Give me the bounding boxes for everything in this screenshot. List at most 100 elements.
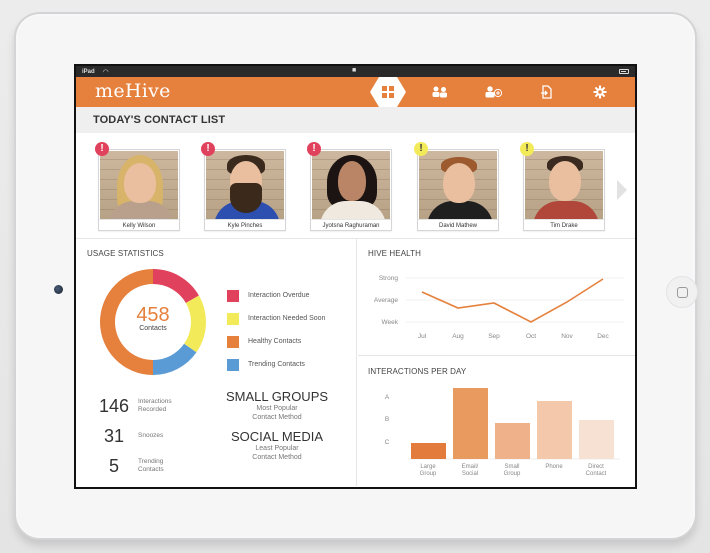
legend-label: Trending Contacts <box>248 361 305 368</box>
hive-health-panel: HIVE HEALTH Strong Average Week Jul Aug … <box>358 239 635 356</box>
contact-name: Kyle Pinches <box>205 219 285 231</box>
stat-label: Snoozes <box>138 432 164 439</box>
svg-text:B: B <box>385 416 389 423</box>
legend-label: Interaction Needed Soon <box>248 315 326 322</box>
svg-text:Group: Group <box>504 471 521 477</box>
svg-text:Aug: Aug <box>452 333 464 340</box>
svg-text:Phone: Phone <box>545 464 563 470</box>
svg-text:Week: Week <box>382 319 399 326</box>
stat-label: Trending Contacts <box>138 458 164 473</box>
legend-label: Healthy Contacts <box>248 338 302 345</box>
svg-text:Average: Average <box>374 297 398 304</box>
contact-name: David Mathew <box>418 219 498 231</box>
nav-contacts[interactable] <box>431 84 449 100</box>
grid-icon <box>382 86 394 98</box>
wifi-icon: ◠ <box>102 68 109 76</box>
contact-card[interactable]: Kyle Pinches <box>204 149 286 231</box>
chevron-right-icon[interactable] <box>617 180 627 200</box>
contact-photo <box>525 151 603 219</box>
stat-trending: 5 Trending Contacts <box>96 451 182 481</box>
method-caption: Least Popular <box>255 445 299 452</box>
contact-photo <box>312 151 390 219</box>
legend-swatch <box>227 312 239 325</box>
total-contacts-label: Contacts <box>139 325 167 332</box>
contact-card[interactable]: Tim Drake <box>523 149 605 231</box>
nav-add-contact[interactable] <box>485 84 503 100</box>
lock-icon: ■ <box>352 67 357 74</box>
contact-card[interactable]: David Mathew <box>417 149 499 231</box>
dashboard-panels: USAGE STATISTICS 458 Contacts Interactio… <box>76 239 635 486</box>
nav-import[interactable] <box>538 84 556 100</box>
usage-statistics-panel: USAGE STATISTICS 458 Contacts Interactio… <box>76 239 357 486</box>
legend-label: Interaction Overdue <box>248 292 310 299</box>
nav-dashboard[interactable] <box>370 77 406 107</box>
contact-list-title: TODAY'S CONTACT LIST <box>76 107 635 133</box>
method-caption: Contact Method <box>252 454 302 461</box>
most-popular-method: SMALL GROUPS <box>225 389 329 404</box>
contact-photo <box>206 151 284 219</box>
stat-label: Interactions Recorded <box>138 398 172 413</box>
stat-snoozes: 31 Snoozes <box>96 421 182 451</box>
svg-text:Jul: Jul <box>418 333 427 340</box>
svg-text:Small: Small <box>504 464 519 470</box>
home-button[interactable] <box>666 276 698 308</box>
method-caption: Contact Method <box>252 414 302 421</box>
alert-overdue-icon: ! <box>307 142 321 156</box>
screen: iPad ◠ ■ meHive TODAY'S CONTACT LIST ! <box>74 64 637 489</box>
svg-text:Contact: Contact <box>586 471 607 477</box>
svg-text:Direct: Direct <box>588 464 604 470</box>
svg-text:Group: Group <box>420 471 437 477</box>
import-file-icon <box>541 85 552 99</box>
people-icon <box>432 86 447 98</box>
stat-value: 146 <box>98 395 130 416</box>
stat-value: 31 <box>103 425 125 446</box>
method-caption: Most Popular <box>256 405 298 412</box>
contact-card[interactable]: Jyotsna Raghuraman <box>310 149 392 231</box>
carrier-label: iPad <box>82 68 95 75</box>
alert-soon-icon: ! <box>520 142 534 156</box>
nav-settings[interactable] <box>591 84 609 100</box>
bar-chart: A B C Large Group Email/ Social Small Gr… <box>385 388 620 477</box>
contact-methods: SMALL GROUPS Most Popular Contact Method… <box>216 390 338 462</box>
svg-text:Dec: Dec <box>597 333 609 340</box>
alert-soon-icon: ! <box>414 142 428 156</box>
battery-icon <box>619 69 629 74</box>
stat-interactions: 146 Interactions Recorded <box>96 391 182 421</box>
total-contacts: 458 <box>136 304 170 326</box>
contact-photo <box>419 151 497 219</box>
legend-swatch <box>227 289 239 302</box>
camera-icon <box>54 285 63 294</box>
app-header: meHive <box>76 77 635 107</box>
legend-swatch <box>227 358 239 371</box>
contact-photo <box>100 151 178 219</box>
interactions-title: INTERACTIONS PER DAY <box>368 367 467 376</box>
svg-text:Email/: Email/ <box>462 464 479 470</box>
status-bar: iPad ◠ ■ <box>76 66 635 77</box>
contact-name: Kelly Wilson <box>99 219 179 231</box>
legend-item: Trending Contacts <box>227 353 325 376</box>
svg-text:C: C <box>385 439 390 446</box>
donut-chart <box>100 269 206 375</box>
line-chart: Strong Average Week Jul Aug Sep Oct Nov … <box>374 275 624 340</box>
svg-text:Nov: Nov <box>561 333 573 340</box>
donut-center: 458 Contacts <box>99 305 207 332</box>
usage-title: USAGE STATISTICS <box>87 249 164 258</box>
alert-overdue-icon: ! <box>95 142 109 156</box>
hive-health-title: HIVE HEALTH <box>368 249 421 258</box>
usage-stats: 146 Interactions Recorded 31 Snoozes 5 Tr… <box>96 391 182 481</box>
stat-value: 5 <box>108 455 119 476</box>
least-popular-method: SOCIAL MEDIA <box>231 429 323 444</box>
gear-icon <box>593 85 607 99</box>
svg-text:Strong: Strong <box>379 275 399 282</box>
home-square-icon <box>677 287 688 298</box>
alert-overdue-icon: ! <box>201 142 215 156</box>
svg-text:Social: Social <box>462 471 478 477</box>
interactions-per-day-panel: INTERACTIONS PER DAY A B C Large Group E… <box>358 357 635 486</box>
contact-name: Tim Drake <box>524 219 604 231</box>
svg-text:Sep: Sep <box>488 333 500 340</box>
svg-text:Large: Large <box>420 464 436 470</box>
contact-carousel: ! Kelly Wilson ! Kyle Pinches ! <box>76 133 635 239</box>
svg-text:Oct: Oct <box>526 333 536 340</box>
contact-card[interactable]: Kelly Wilson <box>98 149 180 231</box>
legend-item: Healthy Contacts <box>227 330 325 353</box>
